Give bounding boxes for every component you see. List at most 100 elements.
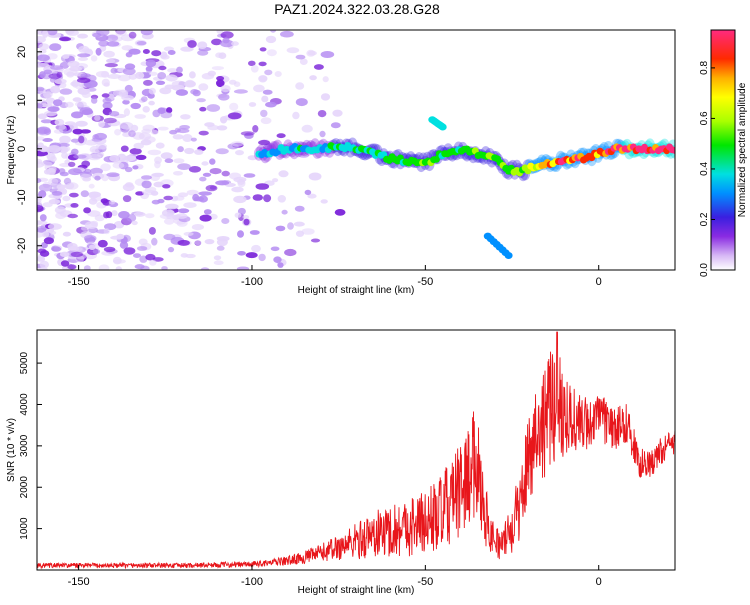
spectrogram-noise-blob bbox=[122, 195, 132, 203]
snr-x-tick-label: -150 bbox=[68, 576, 90, 588]
spectrogram-noise-blob bbox=[293, 221, 305, 227]
spectrogram-noise-blob bbox=[65, 101, 74, 108]
spectrogram-noise-blob bbox=[88, 183, 95, 189]
spectrogram-noise-blob bbox=[55, 124, 66, 131]
spectrogram-noise-blob bbox=[87, 210, 101, 217]
spectrogram-noise-blob bbox=[37, 103, 43, 109]
spectrogram-noise-blob bbox=[258, 139, 271, 146]
spectrogram-noise-blob bbox=[149, 259, 157, 266]
spectrogram-noise-blob bbox=[37, 136, 45, 141]
colorbar: 0.0 0.2 0.4 0.6 0.8 Normalized spectral ampl… bbox=[699, 29, 748, 277]
spectrogram-noise-blob bbox=[286, 47, 300, 54]
spectrogram-noise-blob bbox=[37, 178, 42, 184]
spectrogram-noise-blob bbox=[56, 184, 66, 190]
spectrogram-noise-blob bbox=[143, 79, 153, 86]
spectrogram-noise-blob bbox=[67, 213, 78, 219]
spectrogram-noise-blob bbox=[177, 239, 190, 246]
spectrogram-noise-blob bbox=[248, 102, 257, 107]
spectrogram-noise-blob bbox=[261, 95, 269, 103]
spectrogram-noise-blob bbox=[284, 248, 297, 257]
spectrogram-noise-blob bbox=[47, 145, 61, 153]
spectrogram-secondary-mark bbox=[438, 123, 447, 131]
spectrogram-noise-blob bbox=[294, 205, 305, 212]
spectrogram-y-ticks: -20 -10 0 10 20 bbox=[16, 46, 42, 254]
spectrogram-x-ticks: -150 -100 -50 0 bbox=[68, 265, 602, 288]
spectrogram-noise-blob bbox=[134, 264, 145, 270]
spectrogram-noise-blob bbox=[160, 54, 170, 60]
spectrogram-noise-blob bbox=[234, 212, 242, 218]
spectrogram-noise-blob bbox=[265, 101, 277, 108]
spectrogram-noise-blob bbox=[240, 131, 255, 136]
spectrogram-noise-blob bbox=[206, 104, 221, 112]
spectrogram-noise-blob bbox=[115, 266, 122, 270]
spectrogram-noise-blob bbox=[66, 71, 75, 78]
spectrogram-noise-blob bbox=[222, 37, 230, 44]
spectrogram-noise-blob bbox=[310, 238, 321, 243]
spectrogram-noise-blob bbox=[255, 183, 270, 190]
spectrogram-plot-frame bbox=[36, 29, 676, 271]
spectrogram-noise-blob bbox=[177, 163, 191, 171]
spectrogram-noise-blob bbox=[247, 155, 258, 161]
spectrogram-noise-blob bbox=[233, 195, 247, 204]
spectrogram-noise-blob bbox=[274, 71, 282, 77]
spectrogram-noise-blob bbox=[119, 241, 129, 249]
spectrogram-noise-blob bbox=[102, 97, 112, 104]
spectrogram-noise-blob bbox=[273, 256, 282, 264]
spectrogram-noise-blob bbox=[108, 200, 116, 205]
spectrogram-noise-blob bbox=[71, 79, 79, 88]
spectrogram-noise-blob bbox=[204, 239, 215, 245]
colorbar-tick-label: 0.2 bbox=[699, 212, 710, 226]
spectrogram-noise-blob bbox=[106, 172, 120, 177]
spectrogram-noise-blob bbox=[145, 66, 153, 72]
spectrogram-noise-blob bbox=[276, 133, 286, 139]
spectrogram-noise-blob bbox=[112, 162, 125, 169]
spectrogram-noise-blob bbox=[151, 199, 161, 205]
spectrogram-noise-blob bbox=[77, 57, 89, 61]
spectrogram-noise-blob bbox=[40, 161, 53, 166]
spectrogram-noise-blob bbox=[259, 47, 267, 52]
spectrogram-noise-blob bbox=[59, 135, 71, 144]
spectrogram-noise-blob bbox=[301, 124, 313, 133]
spectrogram-y-tick-label: 20 bbox=[16, 46, 28, 58]
spectrogram-noise-blob bbox=[106, 58, 116, 64]
spectrogram-noise-blob bbox=[81, 160, 91, 168]
spectrogram-y-axis-label: Frequency (Hz) bbox=[6, 116, 17, 185]
spectrogram-ridge-mark bbox=[671, 146, 675, 154]
spectrogram-noise-blob bbox=[141, 180, 152, 189]
spectrogram-noise-blob bbox=[83, 265, 91, 270]
spectrogram-y-tick-label: -10 bbox=[16, 189, 28, 205]
spectrogram-noise-blob bbox=[243, 173, 256, 178]
spectrogram-noise-blob bbox=[220, 31, 234, 39]
snr-plot-frame bbox=[36, 329, 676, 571]
spectrogram-noise-blob bbox=[115, 30, 127, 37]
spectrogram-noise-blob bbox=[265, 35, 277, 44]
spectrogram-noise-blob bbox=[124, 166, 133, 173]
colorbar-gradient bbox=[711, 30, 735, 270]
spectrogram-noise-blob bbox=[330, 122, 341, 129]
spectrogram-noise-blob bbox=[58, 142, 70, 148]
spectrogram-noise-blob bbox=[272, 178, 279, 183]
spectrogram-noise-blob bbox=[231, 186, 244, 193]
spectrogram-noise-blob bbox=[160, 152, 173, 160]
spectrogram-noise-blob bbox=[151, 129, 159, 135]
spectrogram-noise-blob bbox=[111, 210, 118, 217]
spectrogram-noise-blob bbox=[50, 156, 57, 162]
snr-x-axis-label: Height of straight line (km) bbox=[298, 585, 415, 596]
spectrogram-noise-blob bbox=[145, 59, 157, 68]
spectrogram-noise-blob bbox=[114, 128, 122, 136]
spectrogram-noise-blob bbox=[123, 108, 130, 117]
spectrogram-noise-blob bbox=[177, 208, 190, 214]
spectrogram-noise-blob bbox=[51, 246, 62, 252]
spectrogram-noise-blob bbox=[128, 130, 136, 138]
spectrogram-noise-blob bbox=[117, 74, 131, 82]
spectrogram-noise-blob bbox=[220, 85, 231, 93]
spectrogram-noise-blob bbox=[317, 110, 327, 118]
spectrogram-noise-blob bbox=[37, 256, 46, 262]
spectrogram-noise-blob bbox=[128, 48, 141, 55]
spectrogram-noise-blob bbox=[202, 172, 212, 177]
spectrogram-noise-blob bbox=[141, 175, 152, 180]
spectrogram-noise-blob bbox=[154, 156, 162, 164]
spectrogram-noise-blob bbox=[47, 106, 60, 112]
spectrogram-noise-blob bbox=[308, 172, 322, 181]
